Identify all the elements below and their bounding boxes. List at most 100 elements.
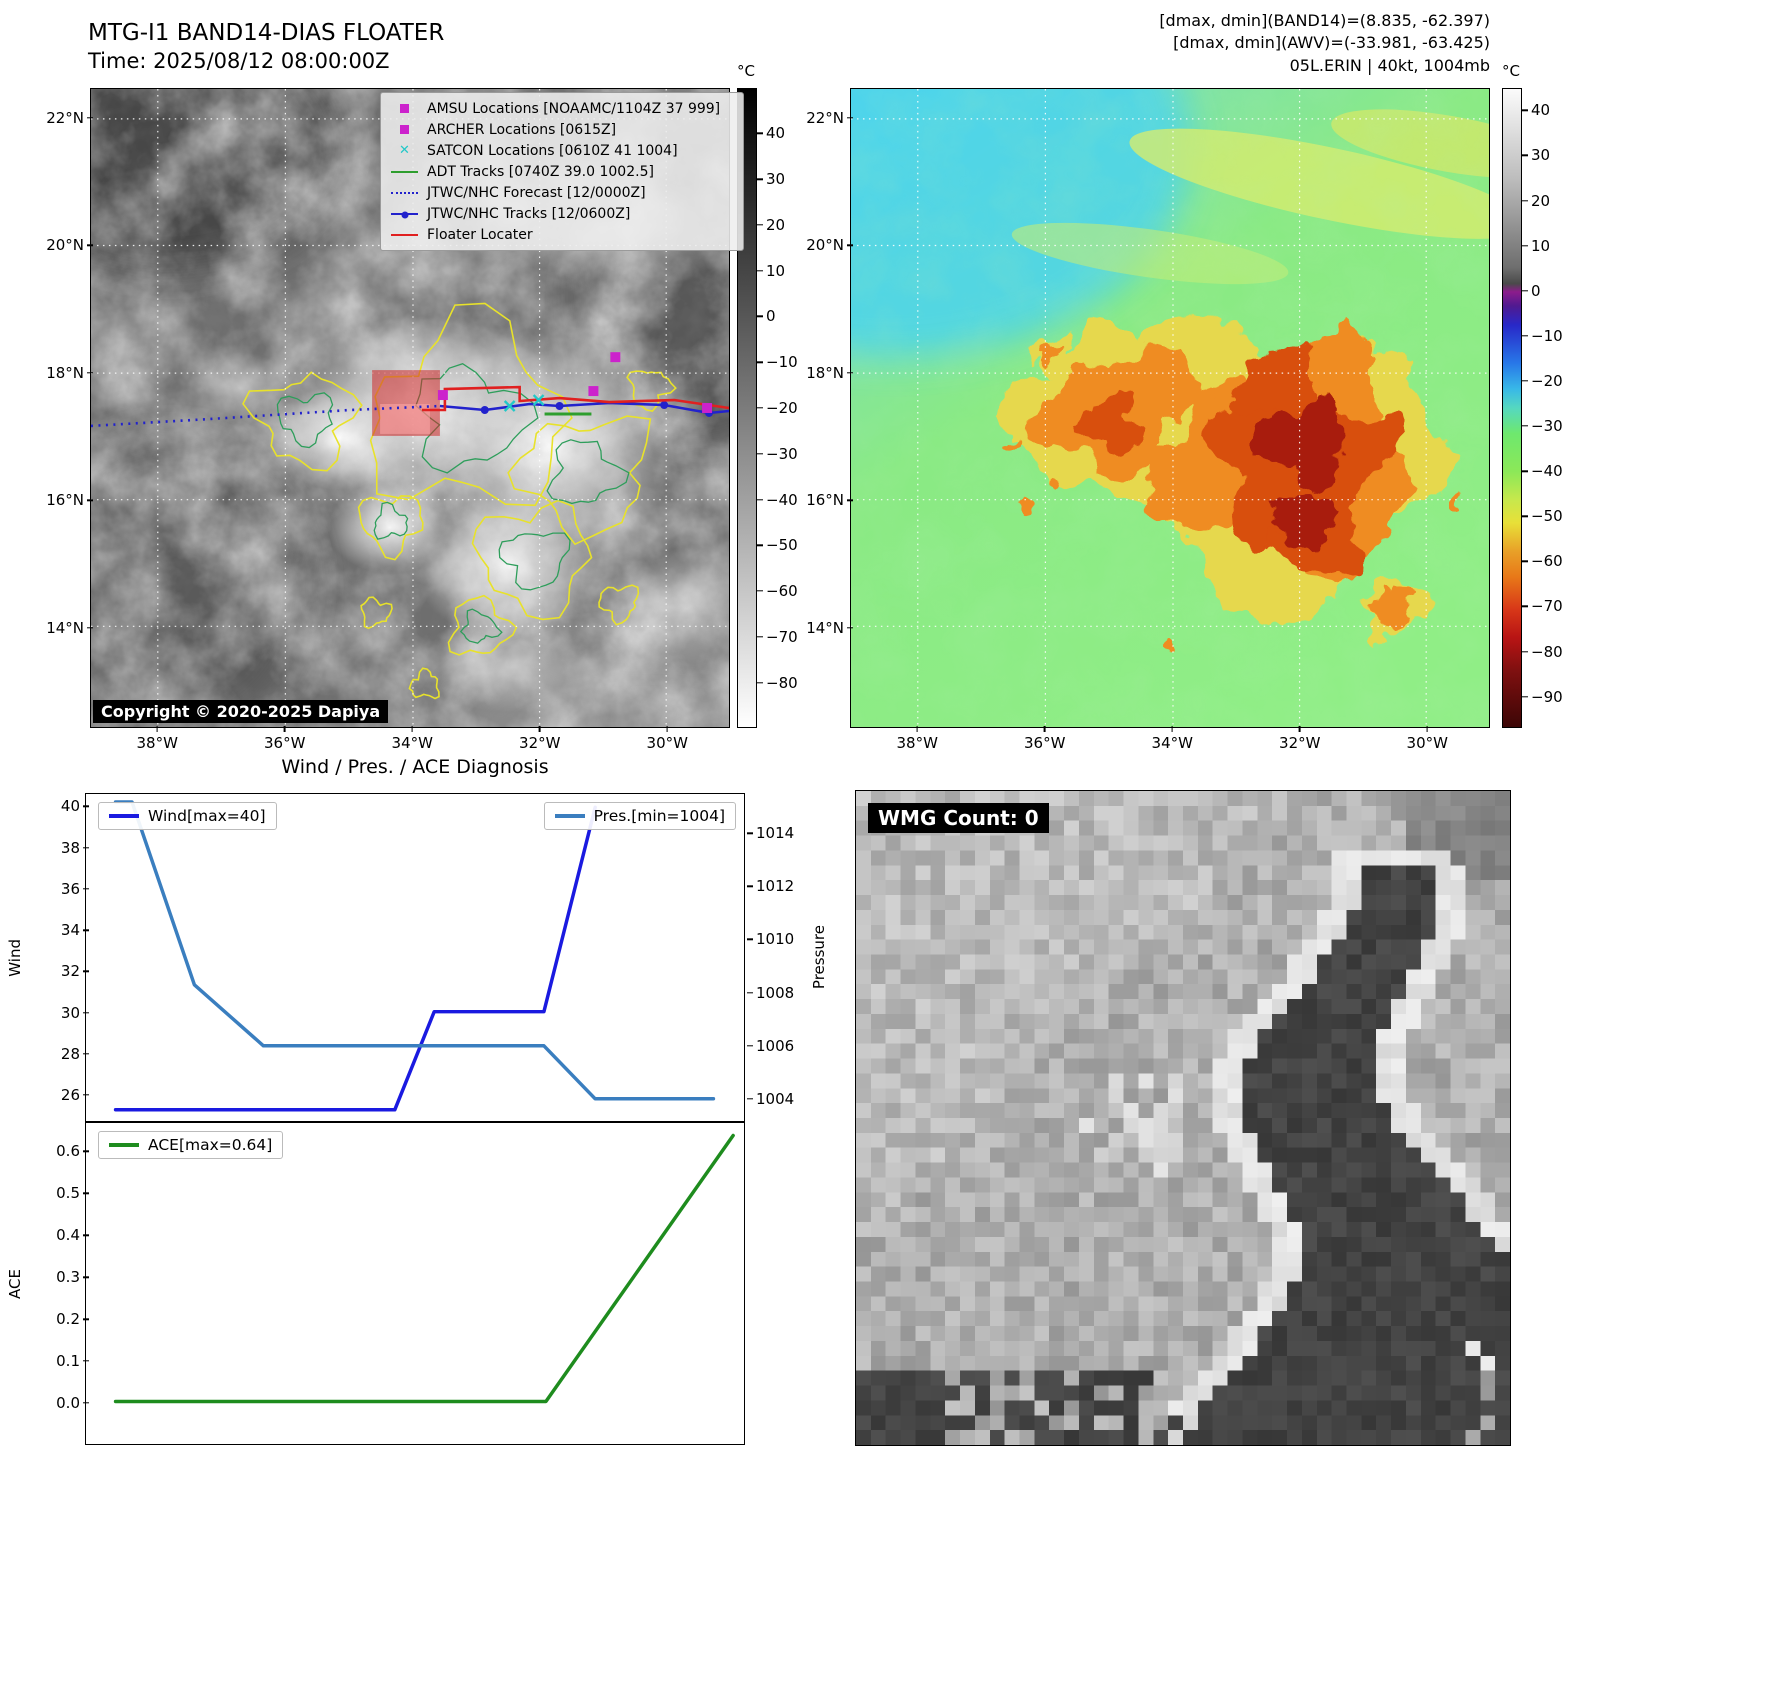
awv-colorbar-unit: °C — [1502, 62, 1520, 80]
awv-lat-axis: 22°N 20°N 18°N 16°N 14°N — [796, 88, 844, 728]
pres-line-icon — [554, 814, 585, 818]
ace-legend: ACE[max=0.64] — [98, 1131, 284, 1159]
wind-axis-label: Wind — [6, 938, 24, 977]
tick-label: −80 — [1531, 642, 1563, 661]
tick-label: 32 — [60, 962, 80, 981]
tick-label: 36°W — [264, 734, 306, 752]
floater-line-icon — [391, 233, 418, 236]
tick-label: 34°W — [391, 734, 433, 752]
wmg-image — [856, 791, 1510, 1445]
legend-label: JTWC/NHC Tracks [12/0600Z] — [427, 205, 631, 222]
tick-label: 22°N — [46, 109, 84, 128]
tick-label: −10 — [766, 353, 798, 372]
awv-satellite-image — [851, 89, 1489, 727]
band14-colorbar-ticks: 40 30 20 10 0 −10 −20 −30 −40 −50 −60 −70 −80 — [766, 88, 810, 728]
tick-label: −40 — [1531, 462, 1563, 481]
band14-map: AMSU Locations [NOAAMC/1104Z 37 999] ARC… — [90, 88, 744, 728]
legend-label: Floater Locater — [427, 226, 533, 243]
tick-label: 40 — [766, 124, 786, 143]
dmax-dmin-band14: [dmax, dmin](BAND14)=(8.835, -62.397) — [1159, 11, 1490, 30]
tick-label: 0 — [1531, 281, 1541, 300]
tick-label: 1014 — [756, 824, 795, 843]
ace-line-icon — [109, 1143, 139, 1147]
tick-label: −70 — [766, 627, 798, 646]
awv-header: [dmax, dmin](BAND14)=(8.835, -62.397) [d… — [900, 10, 1490, 77]
legend-label: SATCON Locations [0610Z 41 1004] — [427, 142, 678, 159]
awv-colorbar-ticks: 40 30 20 10 0 −10 −20 −30 −40 −50 −60 −70 −80 −90 — [1531, 88, 1575, 728]
tick-label: 36 — [60, 879, 80, 898]
tick-label: 36°W — [1024, 734, 1066, 752]
ace-axis: 0.6 0.5 0.4 0.3 0.2 0.1 0.0 — [40, 1122, 80, 1445]
tick-label: 20 — [1531, 191, 1551, 210]
pressure-axis-label: Pressure — [810, 925, 828, 990]
band14-lon-axis: 38°W 36°W 34°W 32°W 30°W — [90, 728, 730, 752]
tick-label: 30 — [766, 170, 786, 189]
band14-title-block: MTG-I1 BAND14-DIAS FLOATER Time: 2025/08… — [88, 18, 444, 76]
legend-label: JTWC/NHC Forecast [12/0000Z] — [427, 184, 646, 201]
diagnosis-title: Wind / Pres. / ACE Diagnosis — [281, 756, 549, 778]
tick-label: 20°N — [46, 236, 84, 255]
floater-region-box — [372, 370, 440, 436]
tick-label: 20°N — [806, 236, 844, 255]
tick-label: −20 — [1531, 371, 1563, 390]
tick-label: 38°W — [136, 734, 178, 752]
storm-id-label: 05L.ERIN | 40kt, 1004mb — [1289, 55, 1490, 75]
tick-label: −40 — [766, 490, 798, 509]
tick-label: 14°N — [46, 618, 84, 637]
legend-label: ARCHER Locations [0615Z] — [427, 121, 617, 138]
tick-label: −30 — [1531, 417, 1563, 436]
tick-label: −20 — [766, 399, 798, 417]
tick-label: 40 — [60, 797, 80, 816]
amsu-marker-icon — [400, 104, 409, 113]
legend-row: ARCHER Locations [0615Z] — [391, 119, 733, 140]
tick-label: 30 — [60, 1003, 80, 1022]
ace-chart: ACE[max=0.64] — [85, 1122, 745, 1445]
cold-cloud-tops — [993, 314, 1466, 653]
tick-label: 0.0 — [56, 1394, 80, 1412]
tick-label: 28 — [60, 1044, 80, 1063]
track-line-icon — [391, 211, 418, 218]
tick-label: 0 — [766, 307, 776, 326]
wmg-panel: WMG Count: 0 — [855, 790, 1511, 1446]
tick-label: −50 — [766, 536, 798, 555]
satcon-marker-icon: ✕ — [399, 143, 410, 158]
wind-pres-plot — [113, 800, 716, 1112]
awv-map — [850, 88, 1490, 728]
band14-map-legend: AMSU Locations [NOAAMC/1104Z 37 999] ARC… — [380, 92, 744, 251]
tick-label: 34°W — [1151, 734, 1193, 752]
jtwc-track — [439, 401, 729, 415]
tick-label: 10 — [766, 261, 786, 280]
tick-label: −10 — [1531, 326, 1563, 345]
tick-label: 10 — [1531, 236, 1551, 255]
tick-label: 14°N — [806, 618, 844, 637]
floater-locater-track — [421, 385, 729, 412]
wind-line-icon — [109, 814, 139, 818]
awv-lon-axis: 38°W 36°W 34°W 32°W 30°W — [850, 728, 1490, 752]
tick-label: 0.1 — [56, 1352, 80, 1371]
tick-label: 18°N — [46, 363, 84, 382]
tick-label: 20 — [766, 215, 786, 234]
tick-label: −50 — [1531, 507, 1563, 526]
wind-legend-label: Wind[max=40] — [148, 807, 266, 825]
amsu-archer-markers — [437, 352, 713, 413]
legend-row: JTWC/NHC Tracks [12/0600Z] — [391, 203, 733, 224]
tick-label: 16°N — [46, 491, 84, 510]
tick-label: 38 — [60, 838, 80, 857]
tick-label: 1012 — [756, 877, 795, 896]
tick-label: −70 — [1531, 597, 1563, 616]
legend-label: AMSU Locations [NOAAMC/1104Z 37 999] — [427, 100, 721, 117]
tick-label: 18°N — [806, 363, 844, 382]
awv-colorbar — [1502, 88, 1522, 728]
tick-label: 0.5 — [56, 1184, 80, 1203]
tick-label: 30°W — [646, 734, 688, 752]
tick-label: 30 — [1531, 146, 1551, 165]
tick-label: 38°W — [896, 734, 938, 752]
tick-label: 1008 — [756, 983, 795, 1002]
tick-label: 0.3 — [56, 1268, 80, 1287]
tick-label: −60 — [766, 582, 798, 601]
tick-label: −60 — [1531, 552, 1563, 571]
band14-colorbar-unit: °C — [737, 62, 755, 80]
tick-label: 1004 — [756, 1089, 795, 1108]
tick-label: 0.6 — [56, 1142, 80, 1161]
archer-marker-icon — [400, 125, 409, 134]
